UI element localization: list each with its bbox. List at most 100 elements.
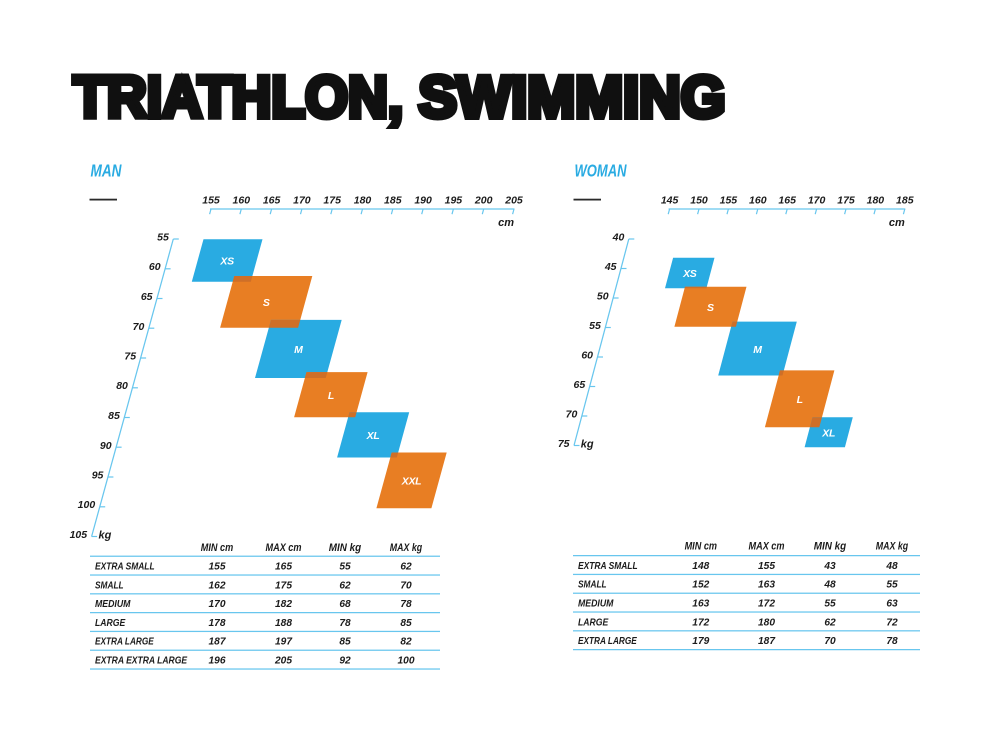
svg-text:L: L — [797, 394, 803, 406]
svg-text:MAX cm: MAX cm — [266, 542, 302, 554]
svg-text:163: 163 — [692, 599, 709, 610]
svg-text:185: 185 — [384, 195, 402, 207]
svg-text:LARGE: LARGE — [578, 617, 609, 628]
svg-text:160: 160 — [233, 195, 251, 207]
svg-text:75: 75 — [558, 438, 570, 450]
svg-text:172: 172 — [758, 599, 775, 610]
svg-text:SWIMMING: SWIMMING — [419, 65, 726, 130]
svg-text:188: 188 — [275, 618, 292, 629]
svg-text:M: M — [753, 344, 762, 356]
svg-text:XL: XL — [366, 430, 380, 442]
svg-text:182: 182 — [275, 599, 292, 610]
svg-text:185: 185 — [896, 195, 914, 207]
svg-text:172: 172 — [692, 617, 709, 628]
svg-text:200: 200 — [474, 195, 493, 207]
svg-text:EXTRA LARGE: EXTRA LARGE — [578, 636, 638, 647]
svg-text:XXL: XXL — [401, 476, 422, 488]
svg-text:78: 78 — [400, 599, 412, 610]
svg-text:187: 187 — [209, 637, 227, 648]
svg-text:175: 175 — [275, 580, 292, 591]
svg-text:163: 163 — [758, 580, 775, 591]
svg-text:S: S — [707, 302, 714, 314]
svg-text:SMALL: SMALL — [95, 580, 124, 591]
svg-text:152: 152 — [692, 580, 709, 591]
svg-text:60: 60 — [149, 261, 161, 273]
svg-text:48: 48 — [823, 580, 836, 591]
svg-text:85: 85 — [339, 637, 351, 648]
svg-text:TRIATHLON,: TRIATHLON, — [73, 65, 403, 130]
svg-text:63: 63 — [886, 599, 898, 610]
svg-text:175: 175 — [837, 195, 855, 207]
svg-text:180: 180 — [758, 617, 775, 628]
svg-text:70: 70 — [566, 409, 578, 421]
svg-text:cm: cm — [498, 217, 514, 229]
svg-text:48: 48 — [885, 561, 898, 572]
svg-text:MEDIUM: MEDIUM — [578, 599, 614, 610]
svg-text:55: 55 — [824, 599, 836, 610]
svg-text:60: 60 — [581, 350, 593, 362]
svg-text:155: 155 — [202, 195, 220, 207]
svg-text:92: 92 — [339, 656, 351, 667]
svg-text:175: 175 — [323, 195, 341, 207]
svg-text:43: 43 — [823, 561, 836, 572]
svg-text:kg: kg — [581, 439, 594, 451]
svg-text:180: 180 — [867, 195, 885, 207]
svg-text:165: 165 — [778, 195, 796, 207]
svg-text:50: 50 — [597, 291, 609, 303]
svg-text:EXTRA SMALL: EXTRA SMALL — [95, 562, 155, 573]
svg-text:MIN cm: MIN cm — [201, 542, 234, 554]
svg-text:187: 187 — [758, 636, 776, 647]
svg-text:S: S — [263, 297, 270, 309]
svg-text:cm: cm — [889, 217, 905, 229]
svg-text:80: 80 — [116, 380, 128, 392]
svg-text:100: 100 — [398, 656, 415, 667]
svg-text:62: 62 — [400, 562, 412, 573]
svg-text:82: 82 — [400, 637, 412, 648]
svg-text:XS: XS — [682, 268, 697, 280]
svg-text:205: 205 — [274, 656, 292, 667]
svg-text:65: 65 — [574, 379, 586, 391]
svg-text:75: 75 — [124, 351, 136, 363]
svg-text:95: 95 — [92, 470, 104, 482]
svg-text:162: 162 — [209, 580, 226, 591]
svg-text:68: 68 — [339, 599, 351, 610]
svg-text:155: 155 — [209, 562, 226, 573]
svg-text:90: 90 — [100, 440, 112, 452]
svg-text:155: 155 — [758, 561, 775, 572]
svg-text:kg: kg — [99, 530, 112, 542]
svg-text:197: 197 — [275, 637, 293, 648]
svg-text:85: 85 — [400, 618, 412, 629]
svg-text:MIN kg: MIN kg — [329, 542, 362, 554]
svg-text:XL: XL — [821, 427, 835, 439]
svg-text:LARGE: LARGE — [95, 618, 126, 629]
svg-text:62: 62 — [824, 617, 836, 628]
svg-text:70: 70 — [400, 580, 412, 591]
svg-text:MIN kg: MIN kg — [814, 541, 847, 553]
svg-text:72: 72 — [886, 617, 898, 628]
svg-text:EXTRA LARGE: EXTRA LARGE — [95, 637, 155, 648]
svg-text:40: 40 — [612, 232, 625, 244]
svg-text:EXTRA EXTRA LARGE: EXTRA EXTRA LARGE — [95, 656, 188, 667]
svg-text:MAX kg: MAX kg — [390, 542, 423, 554]
svg-text:150: 150 — [690, 195, 708, 207]
svg-text:70: 70 — [824, 636, 836, 647]
svg-text:196: 196 — [209, 656, 226, 667]
svg-text:WOMAN: WOMAN — [575, 160, 627, 180]
svg-text:85: 85 — [108, 410, 120, 422]
svg-text:M: M — [294, 344, 303, 356]
svg-text:55: 55 — [157, 232, 169, 244]
svg-text:170: 170 — [293, 195, 311, 207]
svg-text:155: 155 — [720, 195, 738, 207]
svg-text:MIN cm: MIN cm — [685, 541, 718, 553]
svg-text:148: 148 — [692, 561, 709, 572]
svg-text:55: 55 — [589, 320, 601, 332]
svg-text:78: 78 — [886, 636, 898, 647]
svg-text:MEDIUM: MEDIUM — [95, 599, 131, 610]
svg-text:105: 105 — [70, 529, 88, 541]
svg-text:SMALL: SMALL — [578, 580, 607, 591]
svg-text:179: 179 — [692, 636, 709, 647]
svg-text:165: 165 — [263, 195, 281, 207]
svg-text:100: 100 — [78, 499, 96, 511]
svg-text:55: 55 — [886, 580, 898, 591]
svg-text:XS: XS — [219, 256, 234, 268]
